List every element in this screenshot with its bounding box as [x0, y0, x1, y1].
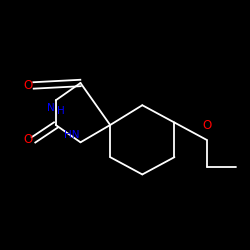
Text: O: O	[23, 79, 32, 92]
Text: O: O	[202, 120, 211, 132]
Text: O: O	[23, 133, 32, 146]
Text: H: H	[57, 106, 65, 117]
Text: HN: HN	[64, 130, 79, 140]
Text: N: N	[47, 103, 54, 113]
